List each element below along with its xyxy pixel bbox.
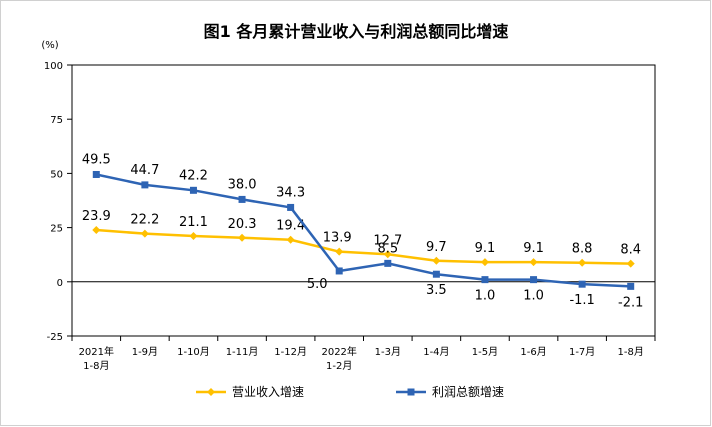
data-label: -1.1 bbox=[569, 293, 594, 308]
data-label: 8.5 bbox=[377, 241, 398, 256]
series-line bbox=[96, 173, 631, 288]
data-point bbox=[335, 267, 343, 275]
y-tick-label: 100 bbox=[44, 61, 63, 72]
x-tick-label: 1-9月 bbox=[132, 346, 158, 358]
data-label: 21.1 bbox=[179, 215, 208, 230]
chart-title: 图1 各月累计营业收入与利润总额同比增速 bbox=[203, 22, 509, 41]
legend-label: 营业收入增速 bbox=[232, 385, 304, 399]
data-point bbox=[140, 229, 149, 238]
data-point bbox=[286, 235, 295, 244]
y-tick-label: 25 bbox=[50, 224, 63, 235]
data-label: 13.9 bbox=[323, 231, 352, 246]
data-label: 44.7 bbox=[130, 163, 159, 178]
data-point bbox=[335, 247, 344, 256]
data-point bbox=[627, 282, 635, 290]
data-point bbox=[432, 270, 440, 278]
data-label: 3.5 bbox=[426, 283, 447, 298]
data-label: 42.2 bbox=[179, 168, 208, 183]
legend-marker bbox=[207, 388, 215, 396]
data-point bbox=[287, 203, 295, 211]
x-tick-label: 1-11月 bbox=[226, 346, 259, 358]
x-tick-label: 1-7月 bbox=[569, 346, 595, 358]
y-tick-label: -25 bbox=[47, 332, 63, 343]
data-point bbox=[189, 186, 197, 194]
data-label: 5.0 bbox=[307, 277, 328, 292]
data-label: 8.8 bbox=[572, 242, 593, 257]
data-point bbox=[530, 276, 538, 284]
data-point bbox=[480, 258, 489, 267]
data-point bbox=[238, 233, 247, 242]
x-tick-label: 1-8月 bbox=[83, 360, 109, 372]
data-point bbox=[238, 195, 246, 203]
legend-marker bbox=[407, 388, 415, 396]
x-tick-label: 2021年 bbox=[79, 345, 114, 358]
data-point bbox=[529, 258, 538, 267]
data-label: -2.1 bbox=[618, 295, 643, 310]
series-line bbox=[96, 228, 631, 265]
x-tick-label: 1-12月 bbox=[274, 346, 307, 358]
data-label: 1.0 bbox=[475, 289, 496, 304]
y-tick-label: 75 bbox=[50, 115, 63, 126]
y-tick-label: 0 bbox=[57, 278, 63, 289]
data-label: 49.5 bbox=[82, 152, 111, 167]
data-point bbox=[92, 225, 101, 234]
data-point bbox=[578, 258, 587, 267]
x-tick-label: 2022年 bbox=[321, 345, 356, 358]
x-tick-label: 1-5月 bbox=[472, 346, 498, 358]
plot-area-border bbox=[71, 64, 656, 337]
data-label: 1.0 bbox=[523, 289, 544, 304]
data-label: 22.2 bbox=[130, 213, 159, 228]
data-label: 9.7 bbox=[426, 240, 447, 255]
data-point bbox=[383, 250, 392, 259]
x-tick-label: 1-10月 bbox=[177, 346, 210, 358]
data-label: 8.4 bbox=[620, 243, 641, 258]
legend-label: 利润总额增速 bbox=[432, 385, 504, 399]
y-axis-unit-label: (%) bbox=[41, 40, 58, 51]
y-tick-label: 50 bbox=[50, 169, 63, 180]
x-tick-label: 1-4月 bbox=[423, 346, 449, 358]
data-label: 20.3 bbox=[228, 217, 257, 232]
x-tick-label: 1-2月 bbox=[326, 360, 352, 372]
data-label: 34.3 bbox=[276, 185, 305, 200]
data-point bbox=[578, 280, 586, 288]
data-point bbox=[626, 259, 635, 268]
data-point bbox=[481, 276, 489, 284]
data-point bbox=[189, 232, 198, 241]
x-tick-label: 1-3月 bbox=[375, 346, 401, 358]
x-tick-label: 1-8月 bbox=[618, 346, 644, 358]
data-label: 9.1 bbox=[475, 241, 496, 256]
data-label: 12.7 bbox=[373, 233, 402, 248]
data-label: 19.4 bbox=[276, 219, 305, 234]
data-point bbox=[432, 256, 441, 265]
x-tick-label: 1-6月 bbox=[520, 346, 546, 358]
data-point bbox=[141, 181, 149, 189]
data-point bbox=[92, 170, 100, 178]
data-label: 23.9 bbox=[82, 209, 111, 224]
data-point bbox=[384, 259, 392, 267]
data-label: 9.1 bbox=[523, 241, 544, 256]
data-label: 38.0 bbox=[228, 177, 257, 192]
